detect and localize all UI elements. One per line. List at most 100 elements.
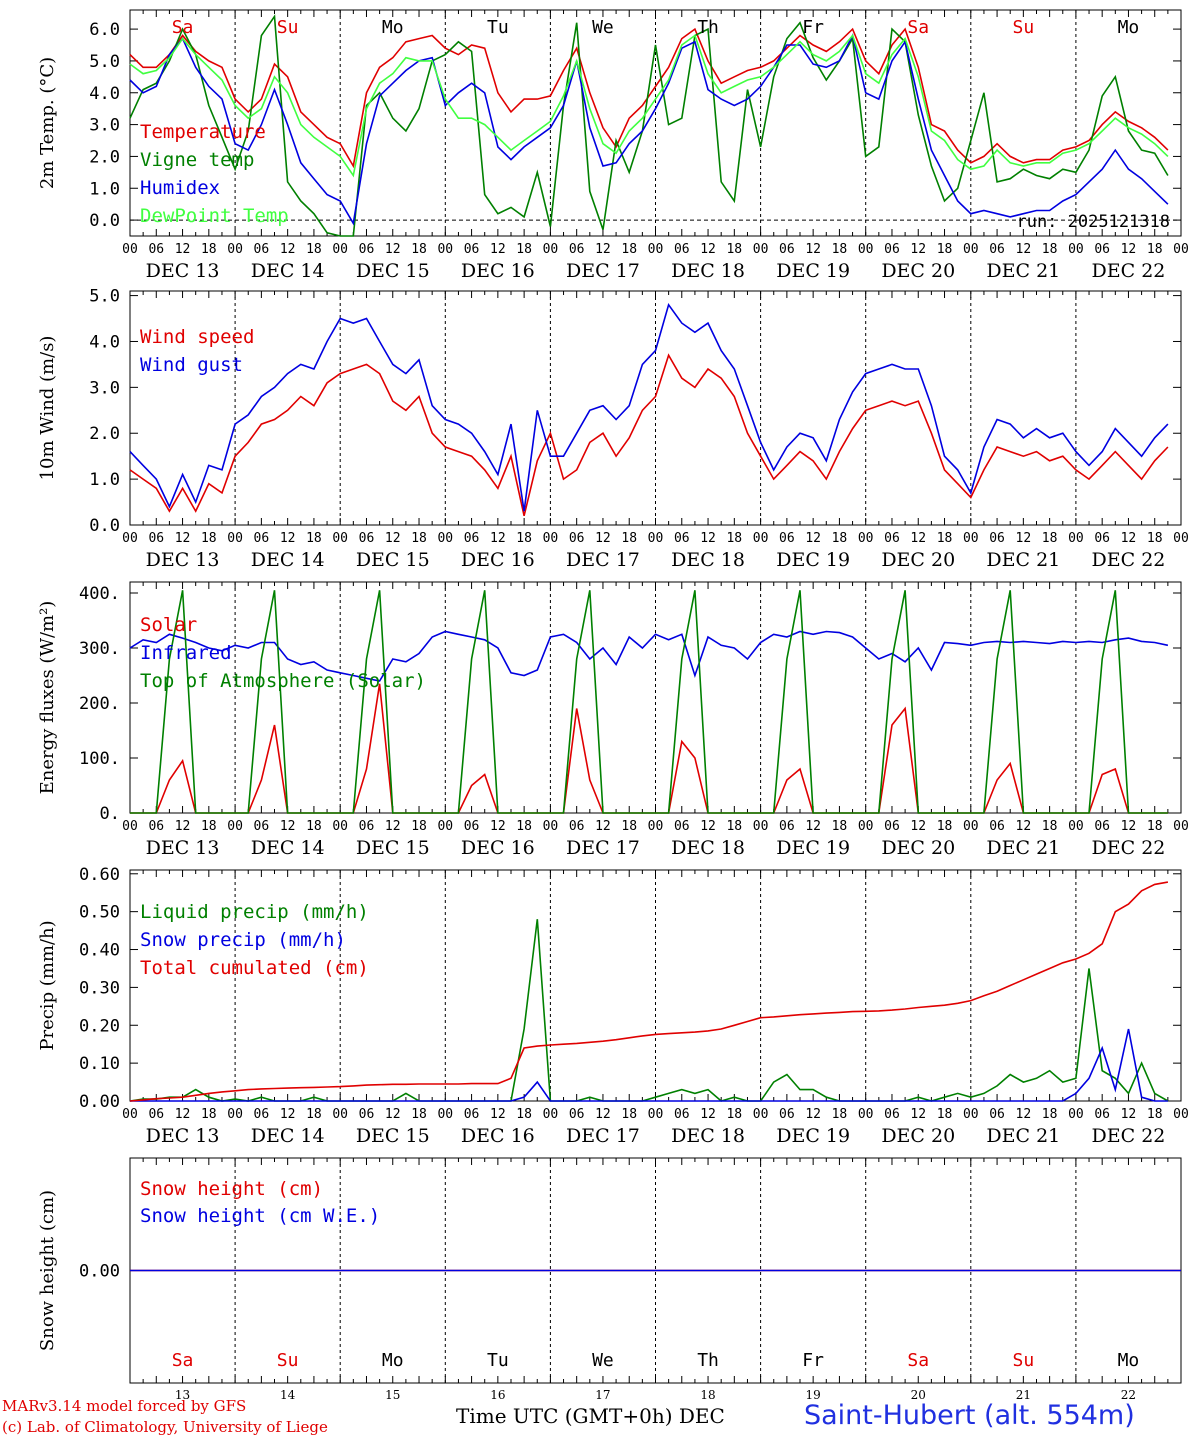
date-label: DEC 14 (251, 260, 325, 282)
hour-label: 06 (1094, 1107, 1110, 1122)
hour-label: 12 (595, 531, 611, 546)
hour-label: 12 (700, 819, 716, 834)
hour-label: 12 (700, 1107, 716, 1122)
weekday-label: Th (697, 17, 719, 38)
hour-label: 18 (621, 1107, 637, 1122)
date-label: DEC 15 (356, 549, 430, 571)
hour-label: 06 (1094, 531, 1110, 546)
hour-label: 12 (805, 531, 821, 546)
hour-label: 18 (516, 531, 532, 546)
day-number: 21 (1016, 1388, 1031, 1402)
hour-label: 00 (648, 819, 664, 834)
date-label: DEC 16 (461, 837, 535, 859)
legend-entry: Snow height (cm W.E.) (140, 1205, 380, 1227)
hour-label: 00 (1173, 531, 1189, 546)
date-label: DEC 19 (776, 549, 850, 571)
hour-label: 00 (858, 819, 874, 834)
weekday-label: Mo (382, 1350, 404, 1371)
y-tick-label: 0.40 (79, 941, 120, 961)
hour-label: 18 (726, 819, 742, 834)
hour-label: 12 (490, 242, 506, 257)
hour-label: 18 (306, 242, 322, 257)
hour-label: 06 (254, 1107, 270, 1122)
hour-label: 18 (306, 819, 322, 834)
y-tick-label: 3.0 (89, 116, 120, 136)
hour-label: 18 (306, 531, 322, 546)
date-label: DEC 22 (1092, 549, 1166, 571)
y-tick-label: 300. (79, 639, 120, 659)
date-label: DEC 16 (461, 260, 535, 282)
legend-entry: Snow precip (mm/h) (140, 929, 346, 951)
date-label: DEC 21 (986, 1125, 1060, 1147)
date-label: DEC 20 (881, 837, 955, 859)
hour-label: 18 (937, 819, 953, 834)
legend-entry: Infrared (140, 642, 232, 664)
hour-label: 00 (227, 242, 243, 257)
hour-label: 12 (910, 819, 926, 834)
hour-label: 06 (464, 531, 480, 546)
day-number: 15 (385, 1388, 400, 1402)
date-label: DEC 13 (146, 1125, 220, 1147)
hour-label: 00 (122, 242, 138, 257)
hour-label: 06 (1094, 242, 1110, 257)
hour-label: 06 (359, 1107, 375, 1122)
date-label: DEC 18 (671, 1125, 745, 1147)
date-label: DEC 17 (566, 260, 640, 282)
station-title: Saint-Hubert (alt. 554m) (804, 1400, 1135, 1431)
hour-label: 06 (884, 1107, 900, 1122)
hour-label: 06 (674, 1107, 690, 1122)
date-label: DEC 20 (881, 1125, 955, 1147)
hour-label: 06 (359, 242, 375, 257)
y-tick-label: 0.10 (79, 1054, 120, 1074)
hour-label: 06 (569, 242, 585, 257)
weekday-label: Mo (1118, 1350, 1140, 1371)
weekday-label: Su (1013, 17, 1035, 38)
date-label: DEC 15 (356, 837, 430, 859)
day-number: 22 (1121, 1388, 1136, 1402)
legend-entry: DewPoint Temp (140, 205, 289, 227)
date-label: DEC 20 (881, 549, 955, 571)
series-line (129, 14, 1169, 237)
hour-label: 00 (648, 1107, 664, 1122)
hour-label: 12 (490, 819, 506, 834)
date-label: DEC 21 (986, 260, 1060, 282)
hour-label: 18 (1147, 819, 1163, 834)
hour-label: 12 (700, 531, 716, 546)
weekday-label: Fr (802, 17, 824, 38)
hour-label: 00 (648, 531, 664, 546)
hour-label: 00 (1173, 242, 1189, 257)
hour-label: 00 (437, 1107, 453, 1122)
date-label: DEC 16 (461, 549, 535, 571)
hour-label: 00 (543, 531, 559, 546)
y-tick-label: 5.0 (89, 52, 120, 72)
date-label: DEC 18 (671, 260, 745, 282)
lab-credit: (c) Lab. of Climatology, University of L… (2, 1418, 328, 1436)
hour-label: 18 (937, 1107, 953, 1122)
hour-label: 06 (254, 531, 270, 546)
hour-label: 18 (516, 819, 532, 834)
hour-label: 00 (753, 819, 769, 834)
hour-label: 00 (858, 1107, 874, 1122)
hour-label: 18 (621, 242, 637, 257)
hour-label: 00 (227, 1107, 243, 1122)
hour-label: 12 (175, 242, 191, 257)
hour-label: 06 (1094, 819, 1110, 834)
hour-label: 12 (595, 242, 611, 257)
hour-label: 12 (805, 242, 821, 257)
weekday-label: Sa (907, 1350, 929, 1371)
date-label: DEC 20 (881, 260, 955, 282)
series-line (129, 630, 1169, 682)
series-line (129, 881, 1169, 1102)
hour-label: 18 (726, 1107, 742, 1122)
weekday-label: Su (277, 1350, 299, 1371)
hour-label: 06 (464, 242, 480, 257)
hour-label: 18 (621, 819, 637, 834)
hour-label: 00 (332, 1107, 348, 1122)
series-line (129, 33, 1169, 178)
hour-label: 06 (674, 531, 690, 546)
hour-label: 06 (989, 819, 1005, 834)
hour-label: 12 (490, 531, 506, 546)
hour-label: 06 (989, 242, 1005, 257)
day-number: 13 (175, 1388, 190, 1402)
hour-label: 00 (437, 819, 453, 834)
